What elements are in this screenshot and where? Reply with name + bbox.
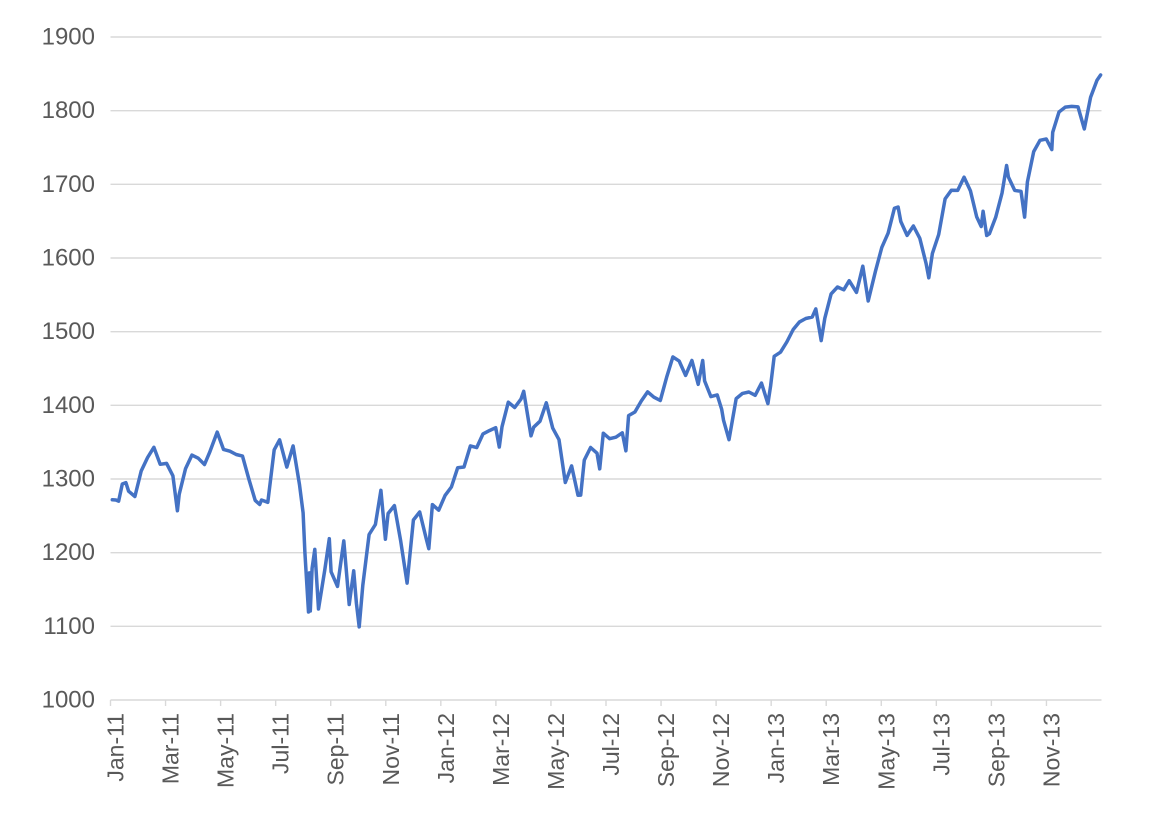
x-axis-tick-label: Jul-13: [928, 713, 954, 776]
x-axis-tick-label: Nov-11: [378, 713, 404, 785]
x-axis-tick-label: Mar-11: [158, 713, 184, 784]
x-axis-tick-label: May-11: [213, 713, 239, 788]
x-axis-tick-label: Nov-13: [1038, 713, 1064, 787]
x-axis-tick-label: Jul-12: [598, 713, 624, 776]
y-axis-tick-label: 1800: [42, 97, 95, 124]
y-axis-tick-label: 1400: [42, 392, 95, 419]
x-axis-tick-label: May-12: [543, 713, 569, 790]
x-axis-tick-label: Mar-13: [818, 713, 844, 786]
x-axis-tick-label: May-13: [873, 713, 899, 790]
x-axis-tick-label: Jan-12: [433, 713, 459, 783]
x-axis-tick-label: Jul-11: [268, 713, 294, 774]
x-axis-tick-label: Sep-13: [983, 713, 1009, 787]
y-axis-tick-label: 1700: [42, 171, 95, 198]
y-axis-tick-label: 1900: [42, 24, 95, 51]
y-axis-tick-label: 1300: [42, 466, 95, 493]
x-axis-tick-label: Sep-11: [323, 713, 349, 785]
x-axis-tick-label: Sep-12: [653, 713, 679, 787]
y-axis-tick-label: 1200: [42, 539, 95, 566]
x-axis-tick-label: Nov-12: [708, 713, 734, 787]
x-axis-tick-label: Jan-13: [763, 713, 789, 783]
y-axis-tick-label: 1500: [42, 318, 95, 345]
x-axis-tick-label: Jan-11: [103, 713, 129, 782]
y-axis-tick-label: 1600: [42, 245, 95, 272]
y-axis-tick-label: 1000: [42, 687, 95, 714]
series-line: [110, 73, 1103, 629]
x-axis-tick-label: Mar-12: [488, 713, 514, 786]
y-axis-tick-label: 1100: [43, 613, 95, 640]
